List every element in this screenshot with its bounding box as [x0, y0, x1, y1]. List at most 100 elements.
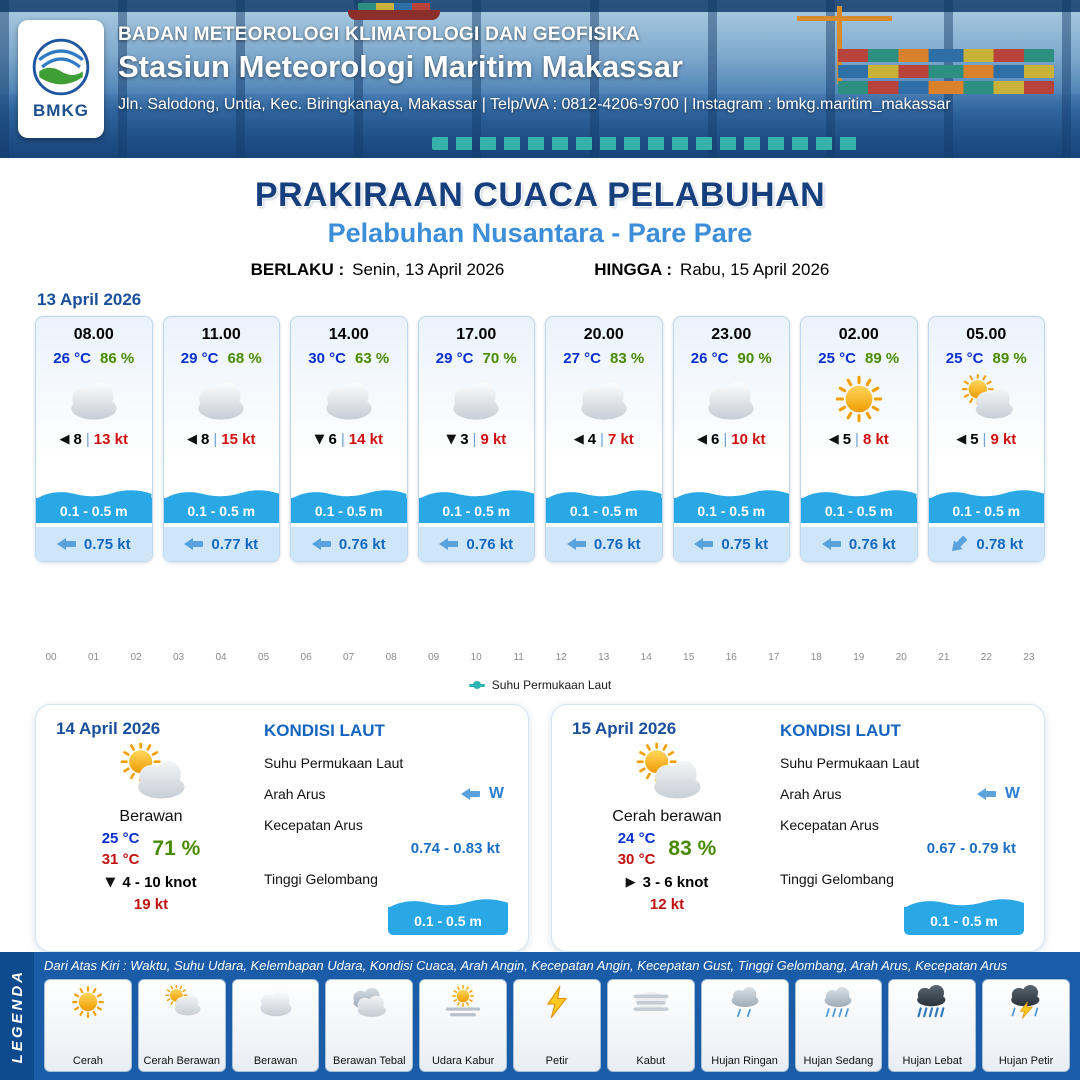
- wind-separator: |: [982, 431, 987, 448]
- forecast-time: 05.00: [966, 326, 1007, 343]
- station-name: Stasiun Meteorologi Maritim Makassar: [118, 49, 684, 84]
- chart-x-ticks: 00 01 02 03 04 05 06 07 08 09 10 11 12 13 14 15 16 17 18 19…: [45, 652, 1035, 663]
- legend-item: Berawan Tebal: [325, 979, 414, 1072]
- daily-humidity: 83 %: [668, 837, 717, 860]
- legend-item: Hujan Sedang: [794, 979, 883, 1072]
- wave-height-band: 0.1 - 0.5 m: [36, 487, 152, 523]
- legend-main: Dari Atas Kiri : Waktu, Suhu Udara, Kele…: [34, 952, 1080, 1080]
- wave-crest-icon: [291, 490, 407, 499]
- air-temperature: 29 °C: [180, 350, 219, 367]
- current-speed: 0.75 kt: [721, 535, 769, 553]
- daily-forecast-card: 14 April 2026 Berawan 25 °C 31 °C 71 % ▼: [35, 704, 529, 952]
- wind-speed: 3: [460, 431, 469, 448]
- daily-wind-row: ▼ 4 - 10 knot: [105, 874, 196, 891]
- current-row: 0.76 kt: [418, 527, 534, 561]
- wave-crest-icon: [388, 899, 508, 908]
- legend-weather-icon: [812, 985, 864, 1019]
- wave-height: 0.1 - 0.5 m: [314, 502, 383, 519]
- legend-item: Hujan Petir: [982, 979, 1070, 1072]
- current-row: 0.76 kt: [546, 527, 662, 561]
- legend-item: Petir: [513, 979, 601, 1072]
- air-temperature: 30 °C: [308, 350, 346, 367]
- air-temperature: 26 °C: [53, 350, 91, 367]
- humidity: 70 %: [482, 350, 517, 367]
- current-direction-icon: [184, 538, 204, 550]
- forecast-card: 08.00 26 °C 86 % ◀ 8 | 13 kt: [35, 316, 153, 562]
- legend-item-label: Hujan Sedang: [803, 1054, 874, 1067]
- chart-legend: Suhu Permukaan Laut: [35, 678, 1045, 692]
- valid-to-value: Rabu, 15 April 2026: [680, 260, 830, 279]
- forecast-time: 08.00: [73, 326, 114, 343]
- legend-item-label: Hujan Ringan: [711, 1054, 778, 1067]
- legend-side-bar: LEGENDA: [0, 952, 34, 1080]
- bmkg-logo-box: BMKG: [18, 20, 104, 138]
- wind-separator: |: [723, 431, 728, 448]
- legend-weather-icon: [531, 985, 583, 1019]
- wave-height-band: 0.1 - 0.5 m: [928, 487, 1044, 523]
- daily-gust: 19 kt: [133, 896, 169, 913]
- wave-crest-icon: [801, 490, 917, 499]
- wave-height-band: 0.1 - 0.5 m: [673, 487, 789, 523]
- station-contact: Jln. Salodong, Untia, Kec. Biringkanaya,…: [118, 96, 951, 113]
- harbor-beam-decoration: [0, 0, 1080, 12]
- weather-icon: [61, 374, 127, 424]
- legend-line-icon: [468, 681, 485, 689]
- daily-weather-column: 15 April 2026 Cerah berawan 24 °C 30 °C …: [572, 719, 762, 935]
- temp-humidity-row: 26 °C 90 %: [674, 350, 790, 367]
- daily-gust: 12 kt: [649, 896, 685, 913]
- temp-humidity-row: 26 °C 86 %: [36, 350, 152, 367]
- wind-row: ◀ 5 | 8 kt: [801, 431, 917, 448]
- forecast-card: 05.00 25 °C 89 % ◀ 5 | 9 kt: [927, 316, 1045, 562]
- temp-humidity-row: 30 °C 63 %: [291, 350, 407, 367]
- forecast-card: 20.00 27 °C 83 % ◀ 4 | 7 kt: [545, 316, 663, 562]
- daily-humidity: 71 %: [152, 837, 201, 860]
- daily-weather-icon: [623, 743, 711, 805]
- wave-height-band: 0.1 - 0.5 m: [163, 487, 279, 523]
- legend-weather-icon: [1000, 985, 1052, 1019]
- legend-item: Udara Kabur: [419, 979, 508, 1072]
- current-speed: 0.76 kt: [593, 535, 641, 553]
- main-content: 13 April 2026 08.00 26 °C 86 % ◀ 8 | 13 …: [35, 290, 1045, 952]
- current-row: 0.78 kt: [928, 527, 1044, 561]
- wave-height-band: 0.1 - 0.5 m: [801, 487, 917, 523]
- wave-crest-icon: [673, 490, 789, 499]
- wind-gust: 9 kt: [990, 431, 1017, 448]
- wave-height-graphic: 0.1 - 0.5 m: [388, 896, 508, 935]
- current-direction-letter: W: [488, 785, 504, 802]
- current-direction-icon: [439, 538, 459, 550]
- current-direction-icon: [948, 533, 971, 556]
- air-temperature: 25 °C: [818, 350, 856, 367]
- forecast-time: 23.00: [711, 326, 752, 343]
- air-temperature: 27 °C: [563, 350, 601, 367]
- wave-crest-icon: [36, 490, 152, 499]
- sea-conditions-title: KONDISI LAUT: [780, 721, 901, 740]
- temp-humidity-row: 29 °C 68 %: [164, 350, 280, 367]
- temp-humidity-row: 27 °C 83 %: [546, 350, 662, 367]
- humidity: 90 %: [737, 350, 772, 367]
- wind-separator: |: [85, 431, 90, 448]
- daily-temp-min: 25 °C: [101, 830, 140, 847]
- container-stack-decoration: [838, 46, 1054, 94]
- current-direction-value: W: [460, 785, 504, 803]
- sea-conditions-column: KONDISI LAUT Suhu Permukaan Laut Arah Ar…: [780, 719, 1024, 935]
- daily-temps: 24 °C 30 °C 83 %: [618, 830, 717, 868]
- current-direction-icon: [56, 538, 77, 550]
- wind-row: ▼ 6 | 14 kt: [291, 431, 407, 448]
- legend-item-label: Hujan Lebat: [902, 1054, 962, 1067]
- air-temperature: 26 °C: [690, 350, 729, 367]
- wave-height: 0.1 - 0.5 m: [187, 502, 256, 519]
- weather-icon: [698, 374, 764, 424]
- current-row: 0.75 kt: [673, 527, 789, 561]
- wave-height: 0.1 - 0.5 m: [824, 502, 893, 519]
- current-direction-letter: W: [1004, 785, 1020, 802]
- sst-label: Suhu Permukaan Laut: [780, 755, 920, 771]
- forecast-time: 14.00: [328, 326, 369, 343]
- current-row: 0.76 kt: [801, 527, 917, 561]
- daily-wind-range: 4 - 10 knot: [122, 874, 197, 891]
- valid-to-label: HINGGA :: [594, 260, 673, 279]
- current-speed-value: 0.74 - 0.83 kt: [410, 840, 500, 857]
- weather-icon: [953, 374, 1019, 424]
- wind-separator: |: [213, 431, 218, 448]
- bmkg-logo-icon: [32, 38, 90, 95]
- temp-humidity-row: 25 °C 89 %: [929, 350, 1045, 367]
